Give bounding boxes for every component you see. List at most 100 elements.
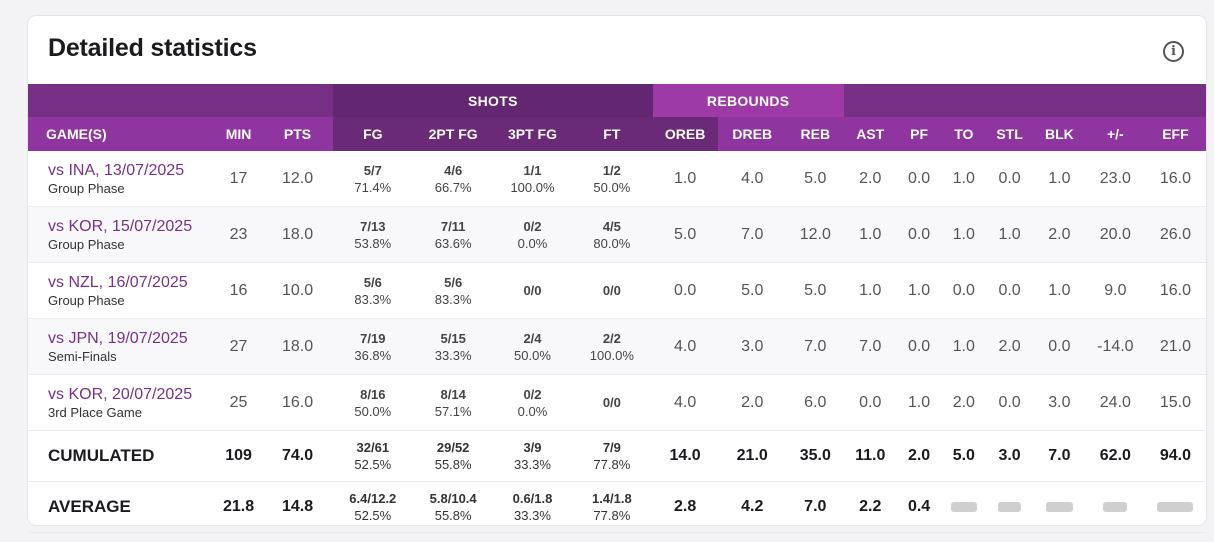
pts-cell: 12.0 [261,151,334,207]
column-header-2pt-fg[interactable]: 2PT FG [412,117,494,151]
pf-cell: 0.0 [896,206,942,263]
fg3-made: 0/0 [523,283,542,298]
fg3-pct: 100.0% [510,179,555,195]
pf-cell: 2.0 [896,430,942,482]
blk-cell: 1.0 [1032,151,1086,207]
game-phase: Group Phase [48,292,125,308]
column-header-oreb[interactable]: OREB [652,117,718,151]
dreb-cell: 4.2 [717,481,787,533]
fg3-pct: 0.0% [517,403,548,419]
fg3-cell: 1/1 100.0% [493,151,572,207]
eff-cell: 21.0 [1144,318,1206,375]
fg2-pct: 63.6% [434,235,472,251]
pf-cell: 0.0 [896,318,942,375]
fg2-pct: 83.3% [434,291,472,307]
fg2-cell: 5.8/10.4 55.8% [412,481,494,533]
fg3-cell: 0/2 0.0% [493,206,572,263]
column-header-reb[interactable]: REB [786,117,844,151]
ast-cell: 0.0 [843,374,897,431]
fg-pct: 52.5% [354,508,392,523]
column-header-ast[interactable]: AST [843,117,897,151]
game-link[interactable]: vs NZL, 16/07/2025 [48,273,188,291]
group-header-row: SHOTS REBOUNDS [28,84,1206,117]
min-cell: 17 [215,151,262,207]
pts-cell: 14.8 [261,481,334,533]
column-header-game-s[interactable]: GAME(S) [28,117,216,151]
fg-cell: 32/61 52.5% [333,430,413,482]
oreb-cell: 2.8 [652,481,718,533]
game-link[interactable]: vs INA, 13/07/2025 [48,161,185,179]
game-row[interactable]: vs KOR, 15/07/2025 Group Phase 23 18.0 7/13 5… [28,206,1206,263]
game-row[interactable]: vs KOR, 20/07/2025 3rd Place Game 25 16.0 8/… [28,374,1206,431]
reb-cell: 35.0 [786,430,844,482]
ft-cell: 1.4/1.8 77.8% [571,481,653,533]
fg3-made: 0/2 [523,218,542,234]
fg2-cell: 29/52 55.8% [412,430,494,482]
label-cell: AVERAGE [28,481,216,533]
eff-cell: 94.0 [1144,430,1206,482]
column-header-pf[interactable]: PF [896,117,942,151]
ast-cell: 2.0 [843,151,897,207]
ft-made: 1.4/1.8 [591,491,632,506]
game-link[interactable]: vs KOR, 20/07/2025 [48,385,193,403]
column-header-pts[interactable]: PTS [261,117,334,151]
fg3-cell: 2/4 50.0% [493,318,572,375]
fg3-made: 0/2 [523,386,542,402]
fg-pct: 53.8% [354,235,392,251]
ast-cell: 11.0 [843,430,897,482]
fg-cell: 7/13 53.8% [333,206,413,263]
column-header-min[interactable]: MIN [215,117,262,151]
redacted-value [950,501,977,512]
column-header-row: GAME(S) MIN PTS FG 2PT FG 3PT FG FT OREB DREB REB… [28,117,1206,151]
pts-cell: 74.0 [261,430,334,482]
ft-made: 2/2 [602,330,621,346]
game-row[interactable]: vs JPN, 19/07/2025 Semi-Finals 27 18.0 7/19 3… [28,318,1206,375]
blk-cell: 7.0 [1032,430,1086,482]
fg2-cell: 7/11 63.6% [412,206,494,263]
column-header-[interactable]: +/- [1085,117,1145,151]
ast-cell: 1.0 [843,206,897,263]
oreb-cell: 1.0 [652,151,718,207]
fg3-made: 3/9 [523,440,542,455]
column-header-eff[interactable]: EFF [1144,117,1206,151]
stl-cell: 0.0 [986,374,1033,431]
ast-cell: 7.0 [843,318,897,375]
column-header-3pt-fg[interactable]: 3PT FG [493,117,572,151]
ft-made: 4/5 [602,218,621,234]
reb-cell: 7.0 [786,481,844,533]
fg-cell: 5/6 83.3% [333,262,413,319]
column-header-fg[interactable]: FG [333,117,413,151]
pts-cell: 10.0 [261,262,334,319]
ast-cell: 2.2 [843,481,897,533]
ft-pct: 50.0% [593,179,631,195]
game-phase: Group Phase [48,236,125,252]
to-cell: 1.0 [941,206,987,263]
column-header-stl[interactable]: STL [986,117,1033,151]
average-row: AVERAGE 21.8 14.8 6.4/12.2 52.5% 5.8/10.4 55.8… [28,481,1206,533]
to-cell: 0.0 [941,262,987,319]
fg2-pct: 57.1% [434,403,472,419]
min-cell: 21.8 [215,481,262,533]
column-header-dreb[interactable]: DREB [717,117,787,151]
game-row[interactable]: vs INA, 13/07/2025 Group Phase 17 12.0 5/7 71… [28,151,1206,207]
fg-pct: 50.0% [354,403,392,419]
column-header-ft[interactable]: FT [571,117,653,151]
fg3-pct: 33.3% [514,457,551,472]
min-cell: 16 [215,262,262,319]
game-link[interactable]: vs KOR, 15/07/2025 [48,217,193,235]
oreb-cell: 5.0 [652,206,718,263]
pts-cell: 16.0 [261,374,334,431]
game-cell: vs JPN, 19/07/2025 Semi-Finals [28,318,216,375]
info-icon[interactable]: i [1163,41,1184,62]
column-header-to[interactable]: TO [941,117,987,151]
column-header-blk[interactable]: BLK [1032,117,1086,151]
redacted-value [1103,501,1128,512]
dreb-cell: 21.0 [717,430,787,482]
stl-cell: 0.0 [986,151,1033,207]
pm-cell: 9.0 [1085,262,1145,319]
game-row[interactable]: vs NZL, 16/07/2025 Group Phase 16 10.0 5/6 83… [28,262,1206,319]
eff-cell: 16.0 [1144,262,1206,319]
oreb-cell: 14.0 [652,430,718,482]
game-link[interactable]: vs JPN, 19/07/2025 [48,329,188,347]
ft-cell: 4/5 80.0% [571,206,653,263]
